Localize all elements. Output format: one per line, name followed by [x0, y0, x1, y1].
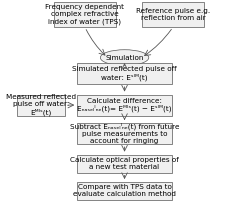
Text: Compare with TPS data to
evaluate calculation method: Compare with TPS data to evaluate calcul…: [73, 184, 176, 198]
Text: Reference pulse e.g.
reflection from air: Reference pulse e.g. reflection from air: [136, 8, 210, 21]
Text: Measured reflected
pulse off water:
Eᴹᴵˢ(t): Measured reflected pulse off water: Eᴹᴵˢ…: [6, 94, 76, 116]
FancyBboxPatch shape: [77, 95, 172, 116]
FancyBboxPatch shape: [77, 155, 172, 172]
Text: Frequency dependent
complex refractive
index of water (TPS): Frequency dependent complex refractive i…: [46, 4, 124, 25]
FancyBboxPatch shape: [77, 123, 172, 144]
Text: Subtract Eₙₐₛₑₗᴵₙₑ(t) from future
pulse measurements to
account for ringing: Subtract Eₙₐₛₑₗᴵₙₑ(t) from future pulse …: [70, 123, 179, 144]
FancyBboxPatch shape: [77, 182, 172, 200]
Text: Calculate optical properties of
a new test material: Calculate optical properties of a new te…: [70, 157, 179, 170]
FancyBboxPatch shape: [54, 2, 116, 27]
FancyBboxPatch shape: [77, 63, 172, 84]
Text: Simulation: Simulation: [105, 55, 144, 61]
FancyBboxPatch shape: [142, 2, 204, 27]
Text: Calculate difference:
Eₙₐₛₑₗᴵₙₑ(t)= Eᴹᴵˢ(t) − Eˢᴵᴹ(t): Calculate difference: Eₙₐₛₑₗᴵₙₑ(t)= Eᴹᴵˢ…: [77, 98, 172, 112]
Ellipse shape: [100, 50, 149, 65]
FancyBboxPatch shape: [17, 95, 65, 116]
Text: Simulated reflected pulse off
water: Eˢᴵᴹ(t): Simulated reflected pulse off water: Eˢᴵ…: [72, 66, 177, 81]
